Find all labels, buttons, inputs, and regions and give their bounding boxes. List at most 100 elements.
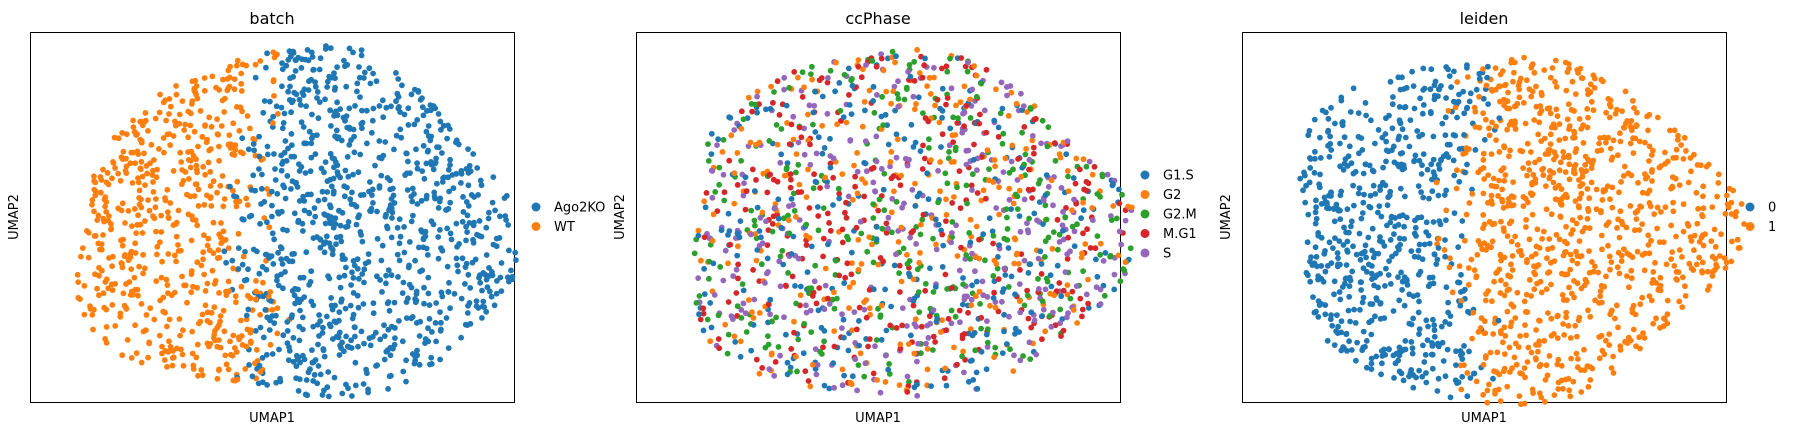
scatter-point <box>1351 306 1357 313</box>
scatter-point <box>1079 313 1085 320</box>
scatter-point <box>1504 383 1511 390</box>
scatter-point <box>1054 262 1061 269</box>
scatter-point <box>1077 295 1084 302</box>
scatter-point <box>1676 298 1683 305</box>
scatter-point <box>1591 85 1598 91</box>
scatter-point <box>195 320 202 327</box>
scatter-point <box>1368 366 1375 372</box>
scatter-point <box>109 287 116 294</box>
scatter-point <box>1038 261 1045 267</box>
scatter-point <box>1411 158 1417 165</box>
y-axis-label: UMAP2 <box>7 194 22 240</box>
scatter-point <box>475 192 481 198</box>
scatter-point <box>820 205 827 212</box>
scatter-point <box>1626 252 1633 259</box>
scatter-point <box>1438 83 1444 89</box>
scatter-point <box>740 116 747 123</box>
scatter-point <box>187 122 194 129</box>
scatter-point <box>310 66 317 73</box>
scatter-point <box>793 300 799 307</box>
scatter-point <box>225 366 232 373</box>
scatter-point <box>883 327 890 334</box>
scatter-point <box>298 65 305 71</box>
scatter-point <box>334 169 341 176</box>
scatter-point <box>1486 125 1492 132</box>
scatter-point <box>119 200 126 207</box>
scatter-point <box>190 366 197 372</box>
scatter-point <box>218 240 225 247</box>
scatter-point <box>981 107 988 114</box>
scatter-point <box>1670 208 1677 215</box>
scatter-point <box>419 104 426 110</box>
scatter-point <box>249 373 256 380</box>
scatter-point <box>454 243 460 250</box>
scatter-point <box>449 172 456 178</box>
scatter-point <box>726 157 733 164</box>
scatter-point <box>1070 175 1077 181</box>
scatter-point <box>245 306 252 313</box>
scatter-point <box>352 382 359 389</box>
scatter-point <box>810 185 817 192</box>
scatter-point <box>1558 362 1565 369</box>
scatter-point <box>703 190 710 196</box>
scatter-point <box>1410 315 1416 322</box>
scatter-point <box>1603 222 1610 229</box>
scatter-point <box>1048 323 1055 330</box>
scatter-point <box>1673 146 1680 153</box>
scatter-point <box>917 249 923 256</box>
scatter-point <box>325 369 332 375</box>
scatter-point <box>921 62 928 69</box>
scatter-point <box>289 251 296 257</box>
scatter-point <box>1365 234 1372 241</box>
scatter-point <box>1715 171 1722 178</box>
scatter-point <box>1312 244 1319 251</box>
scatter-point <box>1094 233 1101 240</box>
scatter-point <box>1709 273 1716 279</box>
scatter-point <box>899 204 905 211</box>
scatter-point <box>1504 308 1511 315</box>
scatter-point <box>944 286 950 292</box>
scatter-point <box>778 225 785 231</box>
scatter-point <box>1592 263 1598 270</box>
scatter-point <box>422 228 429 235</box>
scatter-point <box>195 203 202 209</box>
scatter-point <box>877 389 884 396</box>
scatter-point <box>1368 331 1375 338</box>
scatter-point <box>1337 216 1344 223</box>
scatter-point <box>765 269 771 275</box>
scatter-point <box>381 322 387 329</box>
scatter-point <box>1618 179 1624 185</box>
scatter-point <box>889 48 896 55</box>
scatter-point <box>276 346 282 353</box>
scatter-point <box>1016 213 1023 220</box>
scatter-point <box>257 220 263 227</box>
scatter-point <box>1678 142 1684 148</box>
scatter-point <box>890 88 897 95</box>
scatter-point <box>460 209 467 215</box>
scatter-point <box>749 309 755 316</box>
scatter-point <box>1509 253 1516 259</box>
scatter-point <box>264 186 270 192</box>
scatter-point <box>373 78 380 85</box>
scatter-point <box>984 294 991 300</box>
scatter-point <box>1500 339 1506 346</box>
scatter-point <box>792 283 798 289</box>
scatter-point <box>1557 159 1564 166</box>
scatter-point <box>412 354 419 360</box>
scatter-point <box>240 253 247 260</box>
scatter-point <box>855 63 862 70</box>
scatter-point <box>293 363 300 370</box>
scatter-point <box>1497 290 1504 296</box>
scatter-point <box>1550 169 1557 176</box>
scatter-point <box>707 338 714 345</box>
scatter-point <box>453 137 460 144</box>
scatter-point <box>201 87 208 94</box>
legend-label: G1.S <box>1163 169 1194 184</box>
scatter-point <box>394 251 401 258</box>
scatter-point <box>1646 143 1653 150</box>
scatter-point <box>501 195 508 202</box>
scatter-point <box>1501 144 1508 151</box>
scatter-point <box>1493 369 1500 375</box>
scatter-point <box>956 307 963 314</box>
